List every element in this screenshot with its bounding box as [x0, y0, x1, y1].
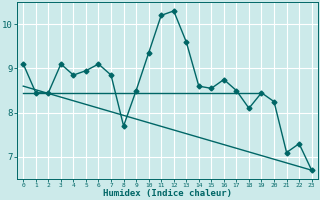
X-axis label: Humidex (Indice chaleur): Humidex (Indice chaleur)	[103, 189, 232, 198]
